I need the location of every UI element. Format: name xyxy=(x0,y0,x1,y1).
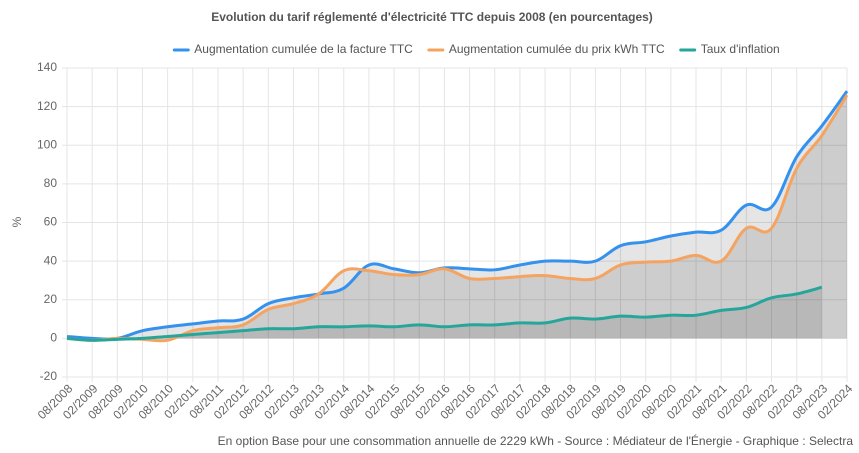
legend: Augmentation cumulée de la facture TTC Au… xyxy=(172,42,780,56)
legend-label: Taux d'inflation xyxy=(701,42,780,56)
series-line xyxy=(66,285,823,342)
legend-label: Augmentation cumulée de la facture TTC xyxy=(194,42,413,56)
series-line xyxy=(66,94,849,343)
y-axis-label: % xyxy=(10,216,24,227)
y-tick-label: 20 xyxy=(44,292,58,306)
y-tick-label: 0 xyxy=(50,331,57,345)
y-tick-label: 40 xyxy=(44,253,58,267)
lines xyxy=(66,90,849,343)
y-tick-label: -20 xyxy=(40,369,58,383)
area xyxy=(67,91,847,340)
legend-item: Augmentation cumulée du prix kWh TTC xyxy=(427,42,665,56)
y-tick-label: 80 xyxy=(44,176,58,190)
y-tick-label: 120 xyxy=(37,99,57,113)
legend-label: Augmentation cumulée du prix kWh TTC xyxy=(449,42,665,56)
y-tick-label: 100 xyxy=(37,137,57,151)
area xyxy=(67,287,822,341)
y-tick-label: 60 xyxy=(44,215,58,229)
footer: En option Base pour une consommation ann… xyxy=(218,433,854,448)
area xyxy=(67,95,847,341)
legend-item: Augmentation cumulée de la facture TTC xyxy=(172,42,413,56)
chart-title: Evolution du tarif réglementé d'électric… xyxy=(211,10,653,24)
areas xyxy=(67,91,847,341)
legend-item: Taux d'inflation xyxy=(679,42,780,56)
y-tick-label: 140 xyxy=(37,60,57,74)
series-line xyxy=(66,90,849,341)
